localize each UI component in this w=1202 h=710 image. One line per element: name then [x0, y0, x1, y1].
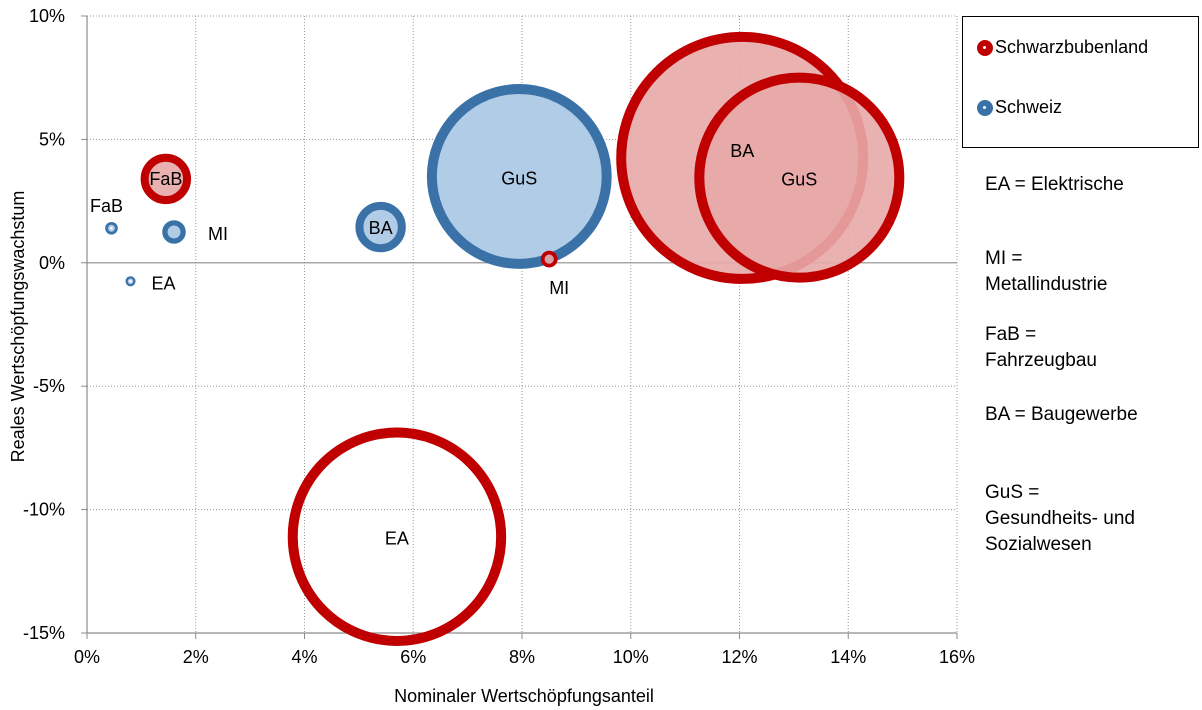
note-mi: MI = Metallindustrie: [985, 248, 1108, 295]
x-tick-label: 16%: [939, 647, 975, 667]
bubble-schwarzbubenland-mi: [540, 250, 558, 268]
bubble-schweiz-ba: [355, 201, 406, 253]
legend-marker-schwarzbubenland: [977, 39, 993, 56]
note-ea: EA = Elektrische: [985, 174, 1124, 195]
legend: Schwarzbubenland Schweiz: [962, 16, 1199, 148]
y-axis-title: Reales Wertschöpfungswachstum: [8, 191, 28, 463]
bubble-label-schwarzbubenland-ba: BA: [730, 141, 754, 161]
note-ba: BA = Baugewerbe: [985, 404, 1138, 425]
bubble-schwarzbubenland-gus: [694, 72, 905, 283]
x-tick-label: 12%: [721, 647, 757, 667]
bubble-label-schweiz-mi: MI: [208, 224, 228, 244]
bubble-label-schweiz-ba: BA: [369, 218, 393, 238]
legend-label-schwarzbubenland: Schwarzbubenland: [995, 37, 1149, 57]
x-axis-title: Nominaler Wertschöpfungsanteil: [394, 686, 654, 706]
legend-label-schweiz: Schweiz: [995, 97, 1063, 117]
x-tick-label: 6%: [400, 647, 426, 667]
y-tick-label: 5%: [39, 129, 65, 149]
legend-item-schweiz: Schweiz: [977, 97, 1062, 118]
bubble-label-schwarzbubenland-ea: EA: [385, 529, 409, 549]
bubble-schwarzbubenland-fab: [140, 153, 192, 205]
legend-item-schwarzbubenland: Schwarzbubenland: [977, 37, 1148, 58]
note-fab: FaB = Fahrzeugbau: [985, 324, 1097, 371]
bubble-label-schwarzbubenland-gus: GuS: [781, 170, 817, 190]
bubble-center-dot: [129, 280, 132, 283]
x-tick-label: 2%: [183, 647, 209, 667]
bubble-label-schweiz-ea: EA: [152, 273, 176, 293]
x-tick-label: 0%: [74, 647, 100, 667]
bubble-schweiz-mi: [162, 220, 186, 244]
y-tick-label: 10%: [29, 6, 65, 26]
note-gus: GuS = Gesundheits- und Sozialwesen: [985, 482, 1135, 555]
bubble-label-schweiz-gus: GuS: [501, 168, 537, 188]
bubble-label-schweiz-fab: FaB: [90, 196, 123, 216]
bubble-label-schwarzbubenland-mi: MI: [549, 278, 569, 298]
x-tick-label: 10%: [613, 647, 649, 667]
bubble-center-dot: [110, 226, 113, 230]
x-tick-label: 14%: [830, 647, 866, 667]
legend-marker-schweiz: [977, 99, 993, 116]
bubble-schweiz-gus: [426, 84, 612, 269]
bubble-schwarzbubenland-ea: [287, 427, 507, 646]
y-tick-label: 0%: [39, 253, 65, 273]
x-tick-label: 4%: [291, 647, 317, 667]
bubble-label-schwarzbubenland-fab: FaB: [149, 169, 182, 189]
y-tick-label: -15%: [23, 623, 65, 643]
y-tick-label: -10%: [23, 500, 65, 520]
y-tick-label: -5%: [33, 376, 65, 396]
x-tick-label: 8%: [509, 647, 535, 667]
